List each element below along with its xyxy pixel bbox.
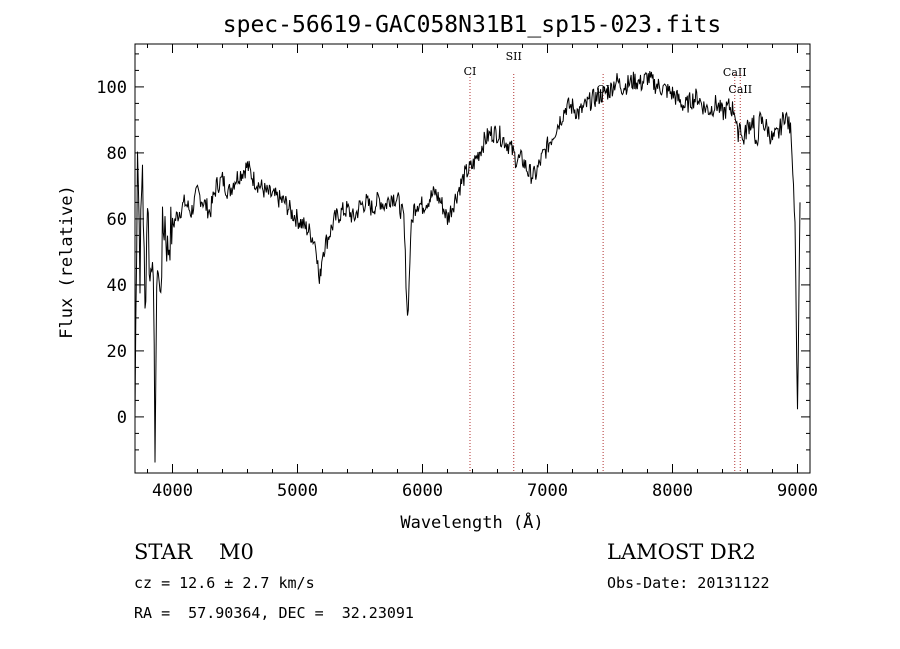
x-axis-label: Wavelength (Å): [400, 511, 543, 533]
chart-title: spec-56619-GAC058N31B1_sp15-023.fits: [223, 12, 722, 38]
x-tick-label: 6000: [402, 481, 443, 501]
y-tick-label: 20: [107, 342, 127, 362]
plot-frame: [134, 43, 811, 474]
object-class: STAR M0: [134, 540, 254, 564]
obs-date-label: Obs-Date: 20131122: [607, 574, 770, 592]
redshift-label: cz = 12.6 ± 2.7 km/s: [134, 574, 315, 592]
survey-label: LAMOST DR2: [607, 540, 756, 564]
y-tick-label: 0: [117, 408, 127, 428]
subclass-value: M0: [218, 540, 254, 564]
line-marker-label: CaII: [728, 83, 752, 96]
y-tick-label: 40: [107, 276, 127, 296]
line-marker-label: SII: [506, 50, 522, 63]
class-value: STAR: [134, 540, 193, 564]
x-tick-label: 4000: [152, 481, 193, 501]
y-tick-label: 80: [107, 144, 127, 164]
y-tick-label: 100: [96, 78, 127, 98]
x-axis: 4000 5000 6000 7000 8000 9000: [147, 44, 818, 501]
x-tick-label: 7000: [527, 481, 568, 501]
y-tick-label: 60: [107, 210, 127, 230]
line-marker-label: CaII: [723, 66, 747, 79]
x-tick-label: 5000: [277, 481, 318, 501]
coordinates-label: RA = 57.90364, DEC = 32.23091: [134, 604, 414, 622]
y-axis-label: Flux (relative): [57, 185, 77, 339]
x-tick-label: 8000: [652, 481, 693, 501]
x-tick-label: 9000: [777, 481, 818, 501]
line-marker-label: CI: [464, 65, 477, 78]
spectrum-line: [134, 70, 801, 463]
